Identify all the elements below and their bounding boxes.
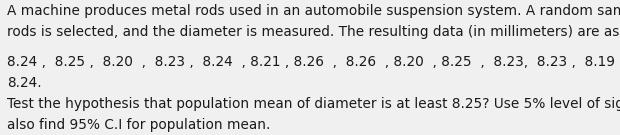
Text: 8.24.: 8.24. — [7, 76, 42, 90]
Text: rods is selected, and the diameter is measured. The resulting data (in millimete: rods is selected, and the diameter is me… — [7, 25, 620, 39]
Text: 8.24 ,  8.25 ,  8.20  ,  8.23 ,  8.24  , 8.21 , 8.26  ,  8.26  , 8.20  , 8.25  ,: 8.24 , 8.25 , 8.20 , 8.23 , 8.24 , 8.21 … — [7, 55, 620, 69]
Text: Test the hypothesis that population mean of diameter is at least 8.25? Use 5% le: Test the hypothesis that population mean… — [7, 97, 620, 111]
Text: A machine produces metal rods used in an automobile suspension system. A random : A machine produces metal rods used in an… — [7, 4, 620, 18]
Text: also find 95% C.I for population mean.: also find 95% C.I for population mean. — [7, 118, 271, 132]
